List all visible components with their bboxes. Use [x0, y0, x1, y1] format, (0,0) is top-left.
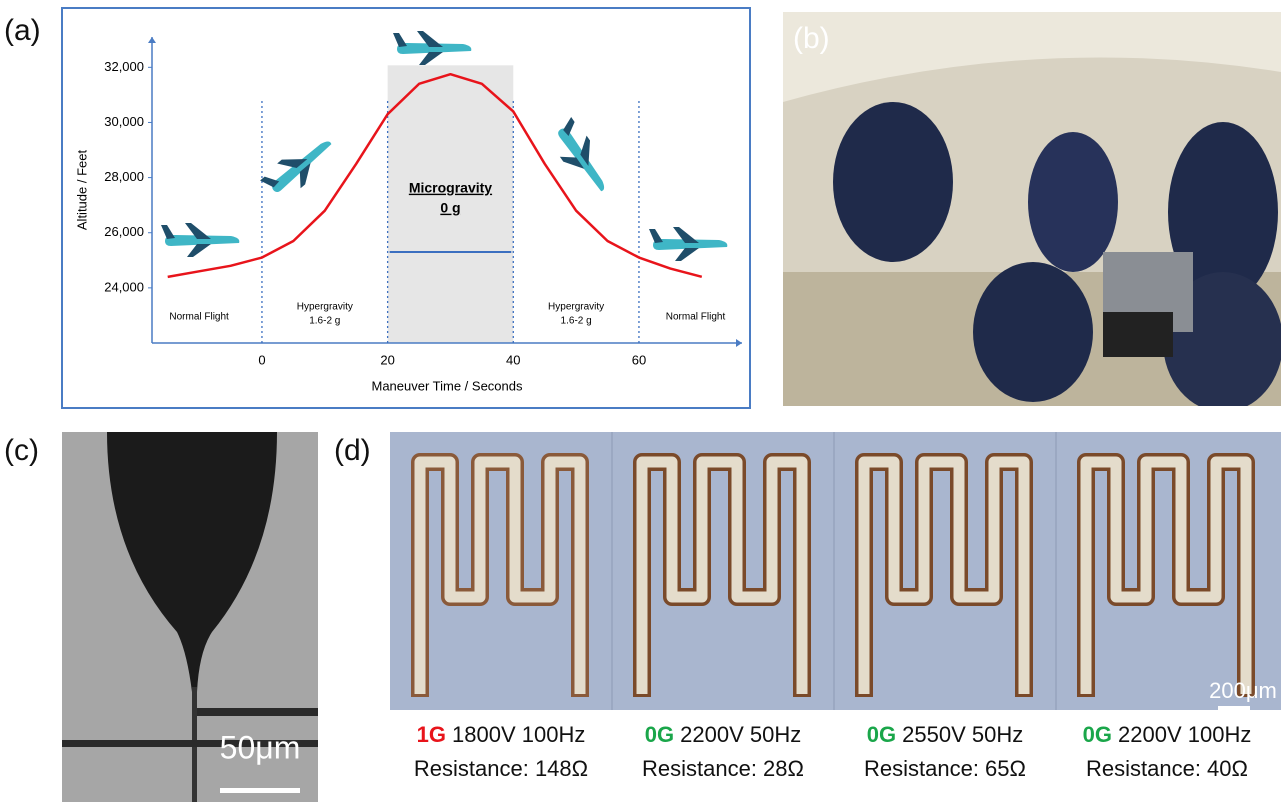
annotation: Microgravity	[409, 180, 492, 196]
resistance: Resistance: 148Ω	[386, 752, 616, 786]
resistance: Resistance: 40Ω	[1052, 752, 1281, 786]
gravity: 0G	[867, 722, 896, 747]
annotation: 0 g	[440, 200, 460, 216]
annotation: 1.6-2 g	[309, 316, 340, 327]
scale-bar	[220, 788, 300, 793]
y-tick-label: 30,000	[104, 114, 144, 129]
x-tick-label: 60	[632, 352, 646, 367]
settings: 2200V 100Hz	[1118, 722, 1251, 747]
annotation: 1.6-2 g	[561, 316, 592, 327]
annotation: Hypergravity	[297, 302, 353, 313]
micrograph-nozzle: 50μm	[62, 432, 318, 802]
gravity: 0G	[1083, 722, 1112, 747]
y-tick-label: 26,000	[104, 224, 144, 239]
panel-label: (b)	[793, 22, 830, 55]
y-tick-label: 28,000	[104, 169, 144, 184]
annotation: Normal Flight	[666, 312, 726, 323]
settings: 1800V 100Hz	[452, 722, 585, 747]
panel-label: (a)	[4, 14, 41, 48]
x-tick-label: 20	[380, 352, 394, 367]
scale-bar	[1218, 706, 1250, 710]
scale-bar-label: 200μm	[1209, 678, 1277, 703]
resistance: Resistance: 65Ω	[830, 752, 1060, 786]
settings: 2550V 50Hz	[902, 722, 1023, 747]
resistance: Resistance: 28Ω	[608, 752, 838, 786]
gravity: 0G	[645, 722, 674, 747]
figure: {"chart_data":{"type":"line","x_label":"…	[0, 0, 1281, 802]
annotation: Hypergravity	[548, 302, 604, 313]
panel-label: (c)	[4, 434, 39, 468]
gravity: 1G	[417, 722, 446, 747]
x-tick-label: 40	[506, 352, 520, 367]
x-tick-label: 0	[258, 352, 265, 367]
y-axis-label: Altitude / Feet	[74, 150, 89, 231]
settings: 2200V 50Hz	[680, 722, 801, 747]
annotation: Normal Flight	[169, 312, 229, 323]
x-axis-label: Maneuver Time / Seconds	[371, 378, 523, 393]
page: Figure html,body{margin:0;padding:0;back…	[0, 0, 1281, 802]
panel-label: (d)	[334, 434, 371, 468]
micrograph-traces: 200μm	[390, 432, 1281, 710]
photo-cabin: (b)	[783, 12, 1281, 406]
y-tick-label: 24,000	[104, 279, 144, 294]
y-tick-label: 32,000	[104, 59, 144, 74]
scale-bar-label: 50μm	[220, 729, 301, 765]
chart: 24,000 26,000 28,000 30,000 32,000 0 20 40 60 Man…	[61, 7, 751, 409]
